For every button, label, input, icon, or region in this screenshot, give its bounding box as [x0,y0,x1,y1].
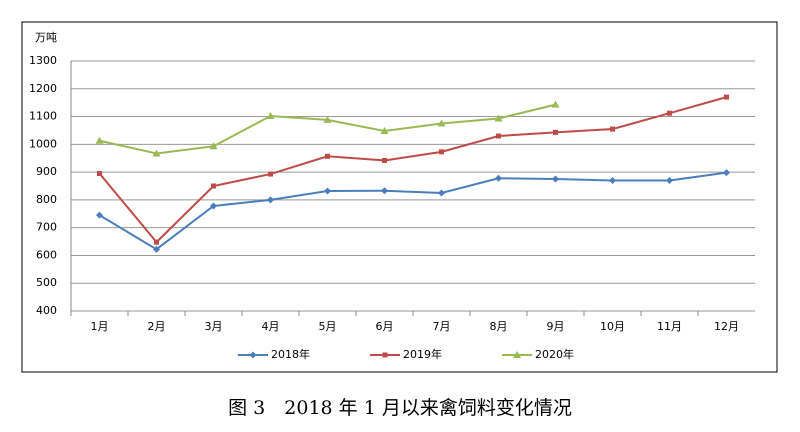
x-tick-label: 6月 [376,320,394,333]
legend-label: 2018年 [271,347,310,361]
legend-label: 2020年 [535,347,574,361]
caption: 图 3 2018 年 1 月以来禽饲料变化情况 [228,397,572,419]
marker [325,153,330,159]
marker [382,352,388,358]
y-tick-label: 400 [36,304,57,317]
series-line [98,96,727,244]
marker [723,169,730,177]
y-tick-label: 1000 [29,137,57,150]
legend-label: 2019年 [403,347,442,361]
marker [438,189,445,197]
marker [154,239,159,245]
marker [610,126,615,132]
y-tick-label: 600 [36,248,57,261]
marker [95,136,104,144]
y-tick-label: 1200 [29,82,57,95]
series-line [98,171,727,251]
marker [609,176,616,184]
marker [97,171,102,176]
marker [267,196,274,204]
marker [724,94,729,100]
x-tick-label: 3月 [205,320,223,333]
chart-border [21,21,778,373]
x-tick-label: 10月 [600,320,625,333]
x-tick-label: 1月 [91,320,109,333]
marker [494,114,503,122]
y-tick-label: 500 [36,276,57,289]
y-tick-label: 1300 [29,54,57,67]
marker [323,115,332,123]
x-tick-label: 8月 [490,320,508,333]
marker [439,149,444,155]
x-tick-label: 5月 [319,320,337,333]
y-tick-label: 1100 [29,110,57,123]
marker [495,174,502,182]
marker [152,149,161,157]
marker [324,187,331,195]
marker [552,175,559,183]
marker [249,351,257,359]
x-tick-label: 9月 [547,320,565,333]
x-tick-label: 12月 [714,320,739,333]
y-unit: 万吨 [35,31,57,44]
marker [667,110,672,116]
marker [553,129,558,135]
y-tick-label: 900 [36,165,57,178]
marker [437,119,446,127]
marker [211,183,216,189]
marker [209,142,218,150]
marker [96,211,103,219]
marker [268,171,273,177]
marker [496,133,501,139]
x-tick-label: 11月 [657,320,682,333]
marker [153,245,160,253]
marker [666,176,673,184]
marker [551,100,560,108]
marker [382,157,387,163]
y-tick-label: 700 [36,221,57,234]
marker [513,351,521,358]
x-tick-label: 4月 [262,320,280,333]
x-tick-label: 7月 [433,320,451,333]
x-tick-label: 2月 [148,320,166,333]
y-tick-label: 800 [36,193,57,206]
marker [380,127,389,134]
marker [381,187,388,195]
marker [210,202,217,210]
marker [266,112,275,119]
